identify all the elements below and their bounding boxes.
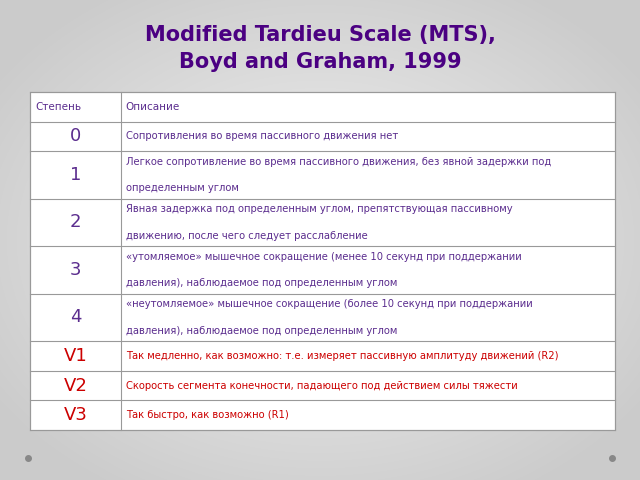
Text: Так медленно, как возможно: т.е. измеряет пассивную амплитуду движений (R2): Так медленно, как возможно: т.е. измеряе… xyxy=(125,351,558,361)
Text: Modified Tardieu Scale (MTS),: Modified Tardieu Scale (MTS), xyxy=(145,25,495,45)
Text: определенным углом: определенным углом xyxy=(125,183,239,193)
Text: 2: 2 xyxy=(70,214,81,231)
Text: Сопротивления во время пассивного движения нет: Сопротивления во время пассивного движен… xyxy=(125,132,398,142)
Bar xyxy=(30,92,615,430)
Text: Boyd and Graham, 1999: Boyd and Graham, 1999 xyxy=(179,52,461,72)
Text: давления), наблюдаемое под определенным углом: давления), наблюдаемое под определенным … xyxy=(125,278,397,288)
Text: V2: V2 xyxy=(63,376,87,395)
Text: Описание: Описание xyxy=(125,102,180,112)
Text: 1: 1 xyxy=(70,166,81,184)
Text: V3: V3 xyxy=(63,406,87,424)
Text: Степень: Степень xyxy=(35,102,81,112)
Text: «неутомляемое» мышечное сокращение (более 10 секунд при поддержании: «неутомляемое» мышечное сокращение (боле… xyxy=(125,299,532,309)
Text: давления), наблюдаемое под определенным углом: давления), наблюдаемое под определенным … xyxy=(125,325,397,336)
Text: Так быстро, как возможно (R1): Так быстро, как возможно (R1) xyxy=(125,410,289,420)
Text: 4: 4 xyxy=(70,308,81,326)
Text: 3: 3 xyxy=(70,261,81,279)
Text: Явная задержка под определенным углом, препятствующая пассивному: Явная задержка под определенным углом, п… xyxy=(125,204,512,214)
Text: «утомляемое» мышечное сокращение (менее 10 секунд при поддержании: «утомляемое» мышечное сокращение (менее … xyxy=(125,252,522,262)
Text: Легкое сопротивление во время пассивного движения, без явной задержки под: Легкое сопротивление во время пассивного… xyxy=(125,157,551,167)
Text: движению, после чего следует расслабление: движению, после чего следует расслаблени… xyxy=(125,231,367,241)
Text: Скорость сегмента конечности, падающего под действием силы тяжести: Скорость сегмента конечности, падающего … xyxy=(125,381,517,391)
Text: V1: V1 xyxy=(63,347,87,365)
Text: 0: 0 xyxy=(70,128,81,145)
